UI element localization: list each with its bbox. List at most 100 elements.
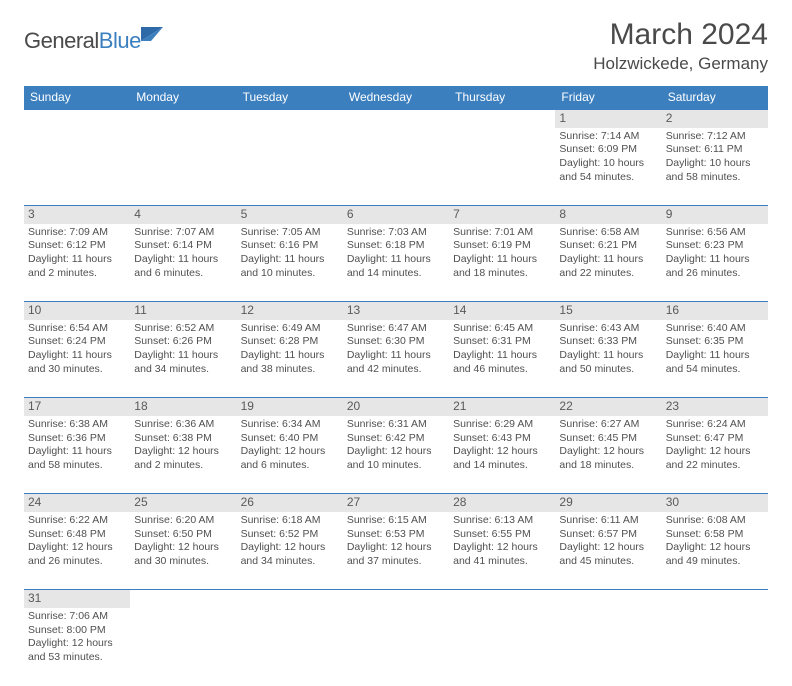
sunrise-text: Sunrise: 6:20 AM [134,514,232,528]
sunrise-text: Sunrise: 7:09 AM [28,226,126,240]
daylight-text: Daylight: 12 hours and 26 minutes. [28,541,126,568]
sunset-text: Sunset: 6:58 PM [666,528,764,542]
daylight-text: Daylight: 11 hours and 26 minutes. [666,253,764,280]
day-cell: Sunrise: 7:06 AMSunset: 8:00 PMDaylight:… [24,608,130,686]
daylight-text: Daylight: 11 hours and 6 minutes. [134,253,232,280]
day-cell: Sunrise: 6:36 AMSunset: 6:38 PMDaylight:… [130,416,236,494]
day-number-cell: 20 [343,398,449,416]
day-cell: Sunrise: 6:13 AMSunset: 6:55 PMDaylight:… [449,512,555,590]
day-number-cell: 8 [555,206,661,224]
daylight-text: Daylight: 12 hours and 22 minutes. [666,445,764,472]
week-row: Sunrise: 7:09 AMSunset: 6:12 PMDaylight:… [24,224,768,302]
calendar-body: 12 Sunrise: 7:14 AMSunset: 6:09 PM Dayligh… [24,109,768,686]
daylight-text: Daylight: 12 hours and 30 minutes. [134,541,232,568]
day-cell: Sunrise: 7:09 AMSunset: 6:12 PMDaylight:… [24,224,130,302]
sunrise-text: Sunrise: 7:06 AM [28,610,126,624]
day-number-cell: 24 [24,494,130,512]
day-cell: Sunrise: 6:56 AMSunset: 6:23 PMDaylight:… [662,224,768,302]
sunrise-text: Sunrise: 6:24 AM [666,418,764,432]
sunset-text: Sunset: 6:45 PM [559,432,657,446]
sunset-text: Sunset: 6:55 PM [453,528,551,542]
week-row: Sunrise: 6:22 AMSunset: 6:48 PMDaylight:… [24,512,768,590]
day-number-cell: 17 [24,398,130,416]
calendar-table: Sunday Monday Tuesday Wednesday Thursday… [24,86,768,686]
day-cell: Sunrise: 6:29 AMSunset: 6:43 PMDaylight:… [449,416,555,494]
day-cell: Sunrise: 7:01 AMSunset: 6:19 PMDaylight:… [449,224,555,302]
day-number-cell [449,590,555,608]
sunrise-text: Sunrise: 6:49 AM [241,322,339,336]
sunrise-text: Sunrise: 6:08 AM [666,514,764,528]
week-row: Sunrise: 7:06 AMSunset: 8:00 PMDaylight:… [24,608,768,686]
day-number-cell: 29 [555,494,661,512]
sunrise-text: Sunrise: 6:38 AM [28,418,126,432]
day-cell: Sunrise: 6:34 AMSunset: 6:40 PMDaylight:… [237,416,343,494]
sunset-text: Sunset: 6:31 PM [453,335,551,349]
day-cell: Sunrise: 6:45 AMSunset: 6:31 PMDaylight:… [449,320,555,398]
sunset-text: Sunset: 6:40 PM [241,432,339,446]
sunset-text: Sunset: 8:00 PM [28,624,126,638]
day-cell: Sunrise: 6:40 AMSunset: 6:35 PMDaylight:… [662,320,768,398]
daylight-text: Daylight: 11 hours and 42 minutes. [347,349,445,376]
day-cell: Sunrise: 6:52 AMSunset: 6:26 PMDaylight:… [130,320,236,398]
day-number-cell: 7 [449,206,555,224]
sunset-text: Sunset: 6:26 PM [134,335,232,349]
sunset-text: Sunset: 6:52 PM [241,528,339,542]
sunset-text: Sunset: 6:09 PM [559,143,657,157]
logo: GeneralBlue [24,28,165,54]
sunrise-text: Sunrise: 6:27 AM [559,418,657,432]
day-number-cell [343,109,449,128]
sunrise-text: Sunrise: 6:45 AM [453,322,551,336]
sunset-text: Sunset: 6:23 PM [666,239,764,253]
day-number-cell: 1 [555,109,661,128]
daynum-row: 24252627282930 [24,494,768,512]
day-cell [449,128,555,206]
day-cell: Sunrise: 6:22 AMSunset: 6:48 PMDaylight:… [24,512,130,590]
day-number-cell: 28 [449,494,555,512]
daylight-text: Daylight: 11 hours and 50 minutes. [559,349,657,376]
daylight-text: Daylight: 12 hours and 10 minutes. [347,445,445,472]
daylight-text: Daylight: 11 hours and 30 minutes. [28,349,126,376]
day-number-cell: 2 [662,109,768,128]
sunset-text: Sunset: 6:36 PM [28,432,126,446]
sunrise-text: Sunrise: 6:47 AM [347,322,445,336]
sunset-text: Sunset: 6:57 PM [559,528,657,542]
daylight-text: Daylight: 11 hours and 22 minutes. [559,253,657,280]
sunrise-text: Sunrise: 6:31 AM [347,418,445,432]
daynum-row: 17181920212223 [24,398,768,416]
day-cell: Sunrise: 6:27 AMSunset: 6:45 PMDaylight:… [555,416,661,494]
day-number-cell: 26 [237,494,343,512]
daynum-row: 12 [24,109,768,128]
daylight-text: Daylight: 10 hours and 58 minutes. [666,157,764,184]
day-cell: Sunrise: 6:49 AMSunset: 6:28 PMDaylight:… [237,320,343,398]
day-number-cell [343,590,449,608]
day-number-cell: 31 [24,590,130,608]
sunset-text: Sunset: 6:24 PM [28,335,126,349]
daylight-text: Daylight: 12 hours and 49 minutes. [666,541,764,568]
sunrise-text: Sunrise: 6:11 AM [559,514,657,528]
sunrise-text: Sunrise: 6:34 AM [241,418,339,432]
sunrise-text: Sunrise: 7:14 AM [559,130,657,144]
day-number-cell: 22 [555,398,661,416]
sunset-text: Sunset: 6:42 PM [347,432,445,446]
weekday-header: Thursday [449,86,555,109]
sunrise-text: Sunrise: 6:15 AM [347,514,445,528]
day-number-cell: 30 [662,494,768,512]
weekday-header: Friday [555,86,661,109]
weekday-header: Tuesday [237,86,343,109]
logo-text: GeneralBlue [24,28,141,54]
daylight-text: Daylight: 12 hours and 14 minutes. [453,445,551,472]
daylight-text: Daylight: 11 hours and 58 minutes. [28,445,126,472]
sunrise-text: Sunrise: 6:36 AM [134,418,232,432]
day-number-cell [237,109,343,128]
header: GeneralBlue March 2024 Holzwickede, Germ… [24,18,768,74]
day-number-cell: 12 [237,302,343,320]
sunrise-text: Sunrise: 7:05 AM [241,226,339,240]
sunset-text: Sunset: 6:16 PM [241,239,339,253]
day-cell: Sunrise: 6:54 AMSunset: 6:24 PMDaylight:… [24,320,130,398]
sunrise-text: Sunrise: 7:07 AM [134,226,232,240]
day-cell [662,608,768,686]
sunset-text: Sunset: 6:38 PM [134,432,232,446]
day-cell: Sunrise: 6:11 AMSunset: 6:57 PMDaylight:… [555,512,661,590]
daylight-text: Daylight: 11 hours and 14 minutes. [347,253,445,280]
daylight-text: Daylight: 11 hours and 18 minutes. [453,253,551,280]
